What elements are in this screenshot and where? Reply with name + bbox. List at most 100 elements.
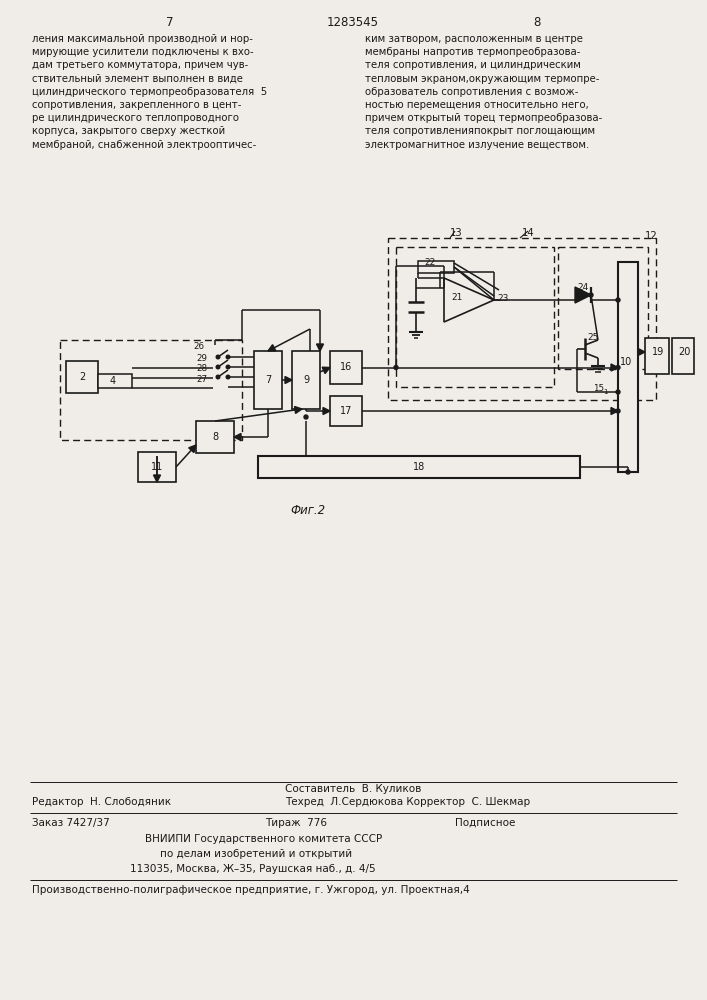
Text: ления максимальной производной и нор-: ления максимальной производной и нор- xyxy=(32,34,253,44)
Text: тепловым экраном,окружающим термопре-: тепловым экраном,окружающим термопре- xyxy=(365,74,600,84)
Text: дам третьего коммутатора, причем чув-: дам третьего коммутатора, причем чув- xyxy=(32,60,248,70)
Polygon shape xyxy=(268,345,276,351)
Text: ре цилиндрического теплопроводного: ре цилиндрического теплопроводного xyxy=(32,113,239,123)
Text: образователь сопротивления с возмож-: образователь сопротивления с возмож- xyxy=(365,87,578,97)
Text: 12: 12 xyxy=(645,231,658,241)
Polygon shape xyxy=(638,349,645,356)
Bar xyxy=(672,338,694,374)
Text: 21: 21 xyxy=(451,292,462,302)
Text: Заказ 7427/37: Заказ 7427/37 xyxy=(32,818,110,828)
Bar xyxy=(60,340,242,440)
Circle shape xyxy=(589,293,593,297)
Text: Подписное: Подписное xyxy=(455,818,515,828)
Text: мирующие усилители подключены к вхо-: мирующие усилители подключены к вхо- xyxy=(32,47,254,57)
Text: мембраной, снабженной электрооптичес-: мембраной, снабженной электрооптичес- xyxy=(32,140,256,150)
Text: 1: 1 xyxy=(603,389,607,395)
Text: 2: 2 xyxy=(79,372,85,382)
Bar xyxy=(330,351,362,384)
Polygon shape xyxy=(189,445,196,453)
Circle shape xyxy=(616,409,620,413)
Polygon shape xyxy=(611,364,618,371)
Polygon shape xyxy=(575,287,591,303)
Text: 113035, Москва, Ж–35, Раушская наб., д. 4/5: 113035, Москва, Ж–35, Раушская наб., д. … xyxy=(130,864,375,874)
Circle shape xyxy=(216,365,220,369)
Text: 27: 27 xyxy=(196,375,207,384)
Text: 24: 24 xyxy=(577,283,588,292)
Text: 14: 14 xyxy=(522,228,534,238)
Text: мембраны напротив термопреобразова-: мембраны напротив термопреобразова- xyxy=(365,47,580,57)
Text: 25: 25 xyxy=(587,333,598,342)
Bar xyxy=(396,247,554,387)
Text: 1283545: 1283545 xyxy=(327,16,379,29)
Circle shape xyxy=(216,355,220,359)
Circle shape xyxy=(626,470,630,474)
Text: 7: 7 xyxy=(166,16,174,29)
Text: Составитель  В. Куликов: Составитель В. Куликов xyxy=(285,784,421,794)
Bar xyxy=(254,351,282,409)
Text: по делам изобретений и открытий: по делам изобретений и открытий xyxy=(160,849,352,859)
Polygon shape xyxy=(322,367,330,374)
Text: электромагнитное излучение веществом.: электромагнитное излучение веществом. xyxy=(365,140,589,150)
Polygon shape xyxy=(295,406,302,413)
Polygon shape xyxy=(234,434,241,440)
Text: Техред  Л.Сердюкова Корректор  С. Шекмар: Техред Л.Сердюкова Корректор С. Шекмар xyxy=(285,797,530,807)
Text: 20: 20 xyxy=(678,347,690,357)
Bar xyxy=(98,374,132,388)
Text: ВНИИПИ Государственного комитета СССР: ВНИИПИ Государственного комитета СССР xyxy=(145,834,382,844)
Polygon shape xyxy=(317,344,324,351)
Circle shape xyxy=(226,355,230,359)
Polygon shape xyxy=(285,376,292,383)
Polygon shape xyxy=(323,408,330,414)
Bar xyxy=(558,247,648,369)
Circle shape xyxy=(304,415,308,419)
Text: 17: 17 xyxy=(340,406,352,416)
Text: 22: 22 xyxy=(424,258,436,267)
Text: 28: 28 xyxy=(196,364,207,373)
Bar xyxy=(138,452,176,482)
Circle shape xyxy=(394,365,398,369)
Bar xyxy=(258,456,580,478)
Text: ностью перемещения относительно него,: ностью перемещения относительно него, xyxy=(365,100,589,110)
Text: сопротивления, закрепленного в цент-: сопротивления, закрепленного в цент- xyxy=(32,100,241,110)
Text: 13: 13 xyxy=(450,228,462,238)
Bar xyxy=(292,351,320,409)
Bar xyxy=(418,261,454,273)
Text: ствительный элемент выполнен в виде: ствительный элемент выполнен в виде xyxy=(32,74,243,84)
Text: 11: 11 xyxy=(151,462,163,472)
Text: теля сопротивления, и цилиндрическим: теля сопротивления, и цилиндрическим xyxy=(365,60,581,70)
Circle shape xyxy=(616,390,620,394)
Circle shape xyxy=(616,365,620,369)
Text: теля сопротивленияпокрыт поглощающим: теля сопротивленияпокрыт поглощающим xyxy=(365,126,595,136)
Bar xyxy=(196,421,234,453)
Polygon shape xyxy=(611,408,618,414)
Circle shape xyxy=(616,298,620,302)
Text: Фиг.2: Фиг.2 xyxy=(290,504,325,517)
Text: 8: 8 xyxy=(212,432,218,442)
Text: 15: 15 xyxy=(593,384,604,393)
Text: ким затвором, расположенным в центре: ким затвором, расположенным в центре xyxy=(365,34,583,44)
Text: Редактор  Н. Слободяник: Редактор Н. Слободяник xyxy=(32,797,171,807)
Text: 8: 8 xyxy=(533,16,541,29)
Text: 10: 10 xyxy=(620,357,632,367)
Text: Производственно-полиграфическое предприятие, г. Ужгород, ул. Проектная,4: Производственно-полиграфическое предприя… xyxy=(32,885,469,895)
Text: 29: 29 xyxy=(196,354,207,363)
Circle shape xyxy=(226,365,230,369)
Text: 19: 19 xyxy=(652,347,665,357)
Text: 16: 16 xyxy=(340,362,352,372)
Text: корпуса, закрытого сверху жесткой: корпуса, закрытого сверху жесткой xyxy=(32,126,225,136)
Text: цилиндрического термопреобразователя  5: цилиндрического термопреобразователя 5 xyxy=(32,87,267,97)
Text: Тираж  776: Тираж 776 xyxy=(265,818,327,828)
Text: причем открытый торец термопреобразова-: причем открытый торец термопреобразова- xyxy=(365,113,602,123)
Text: 7: 7 xyxy=(265,375,271,385)
Bar xyxy=(66,361,98,393)
Circle shape xyxy=(226,375,230,379)
Polygon shape xyxy=(153,475,160,482)
Text: 9: 9 xyxy=(303,375,309,385)
Bar xyxy=(330,396,362,426)
Bar xyxy=(618,262,638,472)
Circle shape xyxy=(216,375,220,379)
Text: 18: 18 xyxy=(413,462,425,472)
Text: 4: 4 xyxy=(110,376,116,386)
Bar xyxy=(388,238,656,400)
Text: 26: 26 xyxy=(193,342,204,351)
